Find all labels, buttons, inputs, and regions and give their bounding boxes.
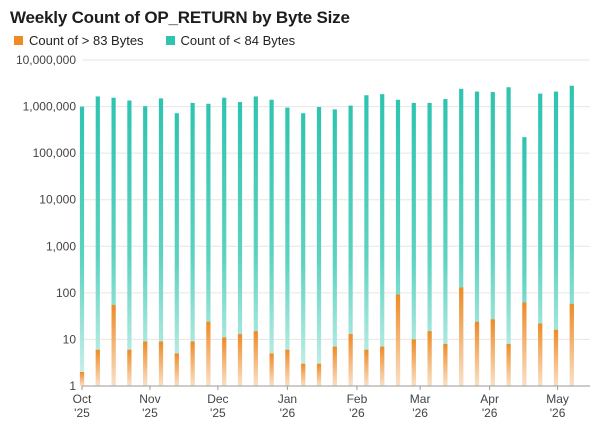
- y-tick-label: 1: [69, 379, 76, 393]
- bar-lt84[interactable]: [127, 100, 132, 387]
- y-tick-label: 10,000: [39, 193, 76, 207]
- bar-lt84[interactable]: [538, 93, 543, 386]
- y-tick-label: 100: [56, 286, 76, 300]
- x-tick-year: '25: [74, 406, 90, 420]
- bar-gt83[interactable]: [95, 349, 100, 386]
- bar-lt84[interactable]: [143, 106, 148, 387]
- x-tick-year: '26: [280, 406, 296, 420]
- bar-gt83[interactable]: [174, 353, 179, 386]
- bar-lt84[interactable]: [332, 109, 337, 387]
- axes: 1 10 100 1,000 10,000 100,000 1,000,000 10,000,…: [16, 53, 590, 420]
- bar-gt83[interactable]: [380, 346, 385, 386]
- bar-gt83[interactable]: [253, 331, 258, 386]
- bar-gt83[interactable]: [79, 371, 85, 386]
- bar-gt83[interactable]: [143, 341, 148, 386]
- y-tick-label: 1,000,000: [23, 100, 77, 114]
- chart-title: Weekly Count of OP_RETURN by Byte Size: [10, 8, 350, 27]
- bar-lt84[interactable]: [301, 113, 306, 386]
- bar-lt84[interactable]: [158, 98, 164, 386]
- bar-lt84[interactable]: [569, 85, 574, 386]
- x-tick-month: May: [546, 392, 569, 406]
- bar-lt84[interactable]: [206, 103, 211, 387]
- bar-gt83[interactable]: [553, 329, 559, 386]
- bar-lt84[interactable]: [79, 106, 85, 387]
- bar-gt83[interactable]: [269, 353, 274, 386]
- bar-gt83[interactable]: [285, 349, 290, 386]
- bar-gt83[interactable]: [332, 346, 337, 386]
- x-tick-year: '26: [550, 406, 566, 420]
- bar-lt84[interactable]: [427, 102, 432, 386]
- y-tick-label: 1,000: [46, 239, 76, 253]
- bar-gt83[interactable]: [569, 303, 574, 386]
- x-tick-year: '26: [412, 406, 428, 420]
- x-tick-month: Nov: [139, 392, 160, 406]
- bar-gt83[interactable]: [111, 304, 116, 386]
- bar-gt83[interactable]: [443, 343, 448, 386]
- x-tick-month: Dec: [207, 392, 228, 406]
- bar-gt83[interactable]: [474, 321, 480, 386]
- bar-lt84[interactable]: [506, 87, 511, 386]
- bar-gt83[interactable]: [316, 363, 322, 386]
- legend-label-gt83: Count of > 83 Bytes: [29, 33, 144, 48]
- bar-lt84[interactable]: [553, 91, 559, 386]
- bar-lt84[interactable]: [348, 105, 353, 387]
- legend-swatch-orange: [14, 36, 23, 45]
- bar-lt84[interactable]: [269, 99, 274, 386]
- x-tick-year: '25: [142, 406, 158, 420]
- bar-gt83[interactable]: [506, 343, 511, 386]
- bar-gt83[interactable]: [395, 294, 401, 386]
- bar-lt84[interactable]: [490, 92, 495, 386]
- x-tick-year: '26: [349, 406, 365, 420]
- bar-gt83[interactable]: [222, 337, 227, 386]
- bar-lt84[interactable]: [285, 107, 290, 386]
- bar-lt84[interactable]: [522, 137, 527, 386]
- bar-gt83[interactable]: [190, 341, 195, 386]
- x-tick-month: Apr: [480, 392, 499, 406]
- bar-lt84[interactable]: [237, 102, 243, 386]
- legend-swatch-teal: [165, 36, 175, 45]
- x-tick-month: Feb: [347, 392, 368, 406]
- y-tick-label: 10: [63, 332, 77, 346]
- bar-gt83[interactable]: [127, 349, 132, 386]
- bar-gt83[interactable]: [522, 302, 527, 386]
- bar-lt84[interactable]: [474, 91, 480, 386]
- bar-lt84[interactable]: [459, 88, 464, 387]
- legend-item-gt83[interactable]: Count of > 83 Bytes: [14, 33, 144, 48]
- bar-lt84[interactable]: [411, 102, 416, 386]
- legend-item-lt84[interactable]: Count of < 84 Bytes: [165, 33, 296, 48]
- bar-lt84[interactable]: [95, 96, 100, 386]
- x-tick-month: Mar: [410, 392, 431, 406]
- y-tick-label: 100,000: [33, 146, 77, 160]
- bar-gt83[interactable]: [206, 321, 211, 386]
- bar-lt84[interactable]: [316, 106, 322, 386]
- bar-gt83[interactable]: [348, 334, 353, 386]
- bar-lt84[interactable]: [222, 97, 227, 387]
- bar-gt83[interactable]: [364, 349, 369, 386]
- bar-lt84[interactable]: [111, 97, 116, 387]
- x-tick-month: Jan: [278, 392, 297, 406]
- bar-lt84[interactable]: [190, 102, 195, 386]
- bar-lt84[interactable]: [253, 96, 258, 386]
- bar-lt84[interactable]: [364, 95, 369, 386]
- x-tick-month: Oct: [73, 392, 92, 406]
- bar-gt83[interactable]: [490, 319, 495, 386]
- bar-gt83[interactable]: [301, 363, 306, 386]
- y-tick-label: 10,000,000: [16, 53, 76, 67]
- bar-gt83[interactable]: [459, 287, 464, 386]
- bar-gt83[interactable]: [237, 334, 243, 386]
- x-tick-year: '26: [482, 406, 498, 420]
- bar-lt84[interactable]: [395, 99, 401, 386]
- bar-lt84[interactable]: [443, 99, 448, 387]
- bar-lt84[interactable]: [174, 113, 179, 386]
- bar-gt83[interactable]: [538, 323, 543, 386]
- legend-label-lt84: Count of < 84 Bytes: [180, 33, 296, 48]
- x-tick-year: '25: [210, 406, 226, 420]
- bar-gt83[interactable]: [158, 341, 164, 386]
- bar-gt83[interactable]: [411, 339, 416, 386]
- bars: [79, 85, 574, 387]
- chart-legend: Count of > 83 Bytes Count of < 84 Bytes: [14, 33, 295, 48]
- bar-lt84[interactable]: [380, 94, 385, 387]
- bar-gt83[interactable]: [427, 331, 432, 386]
